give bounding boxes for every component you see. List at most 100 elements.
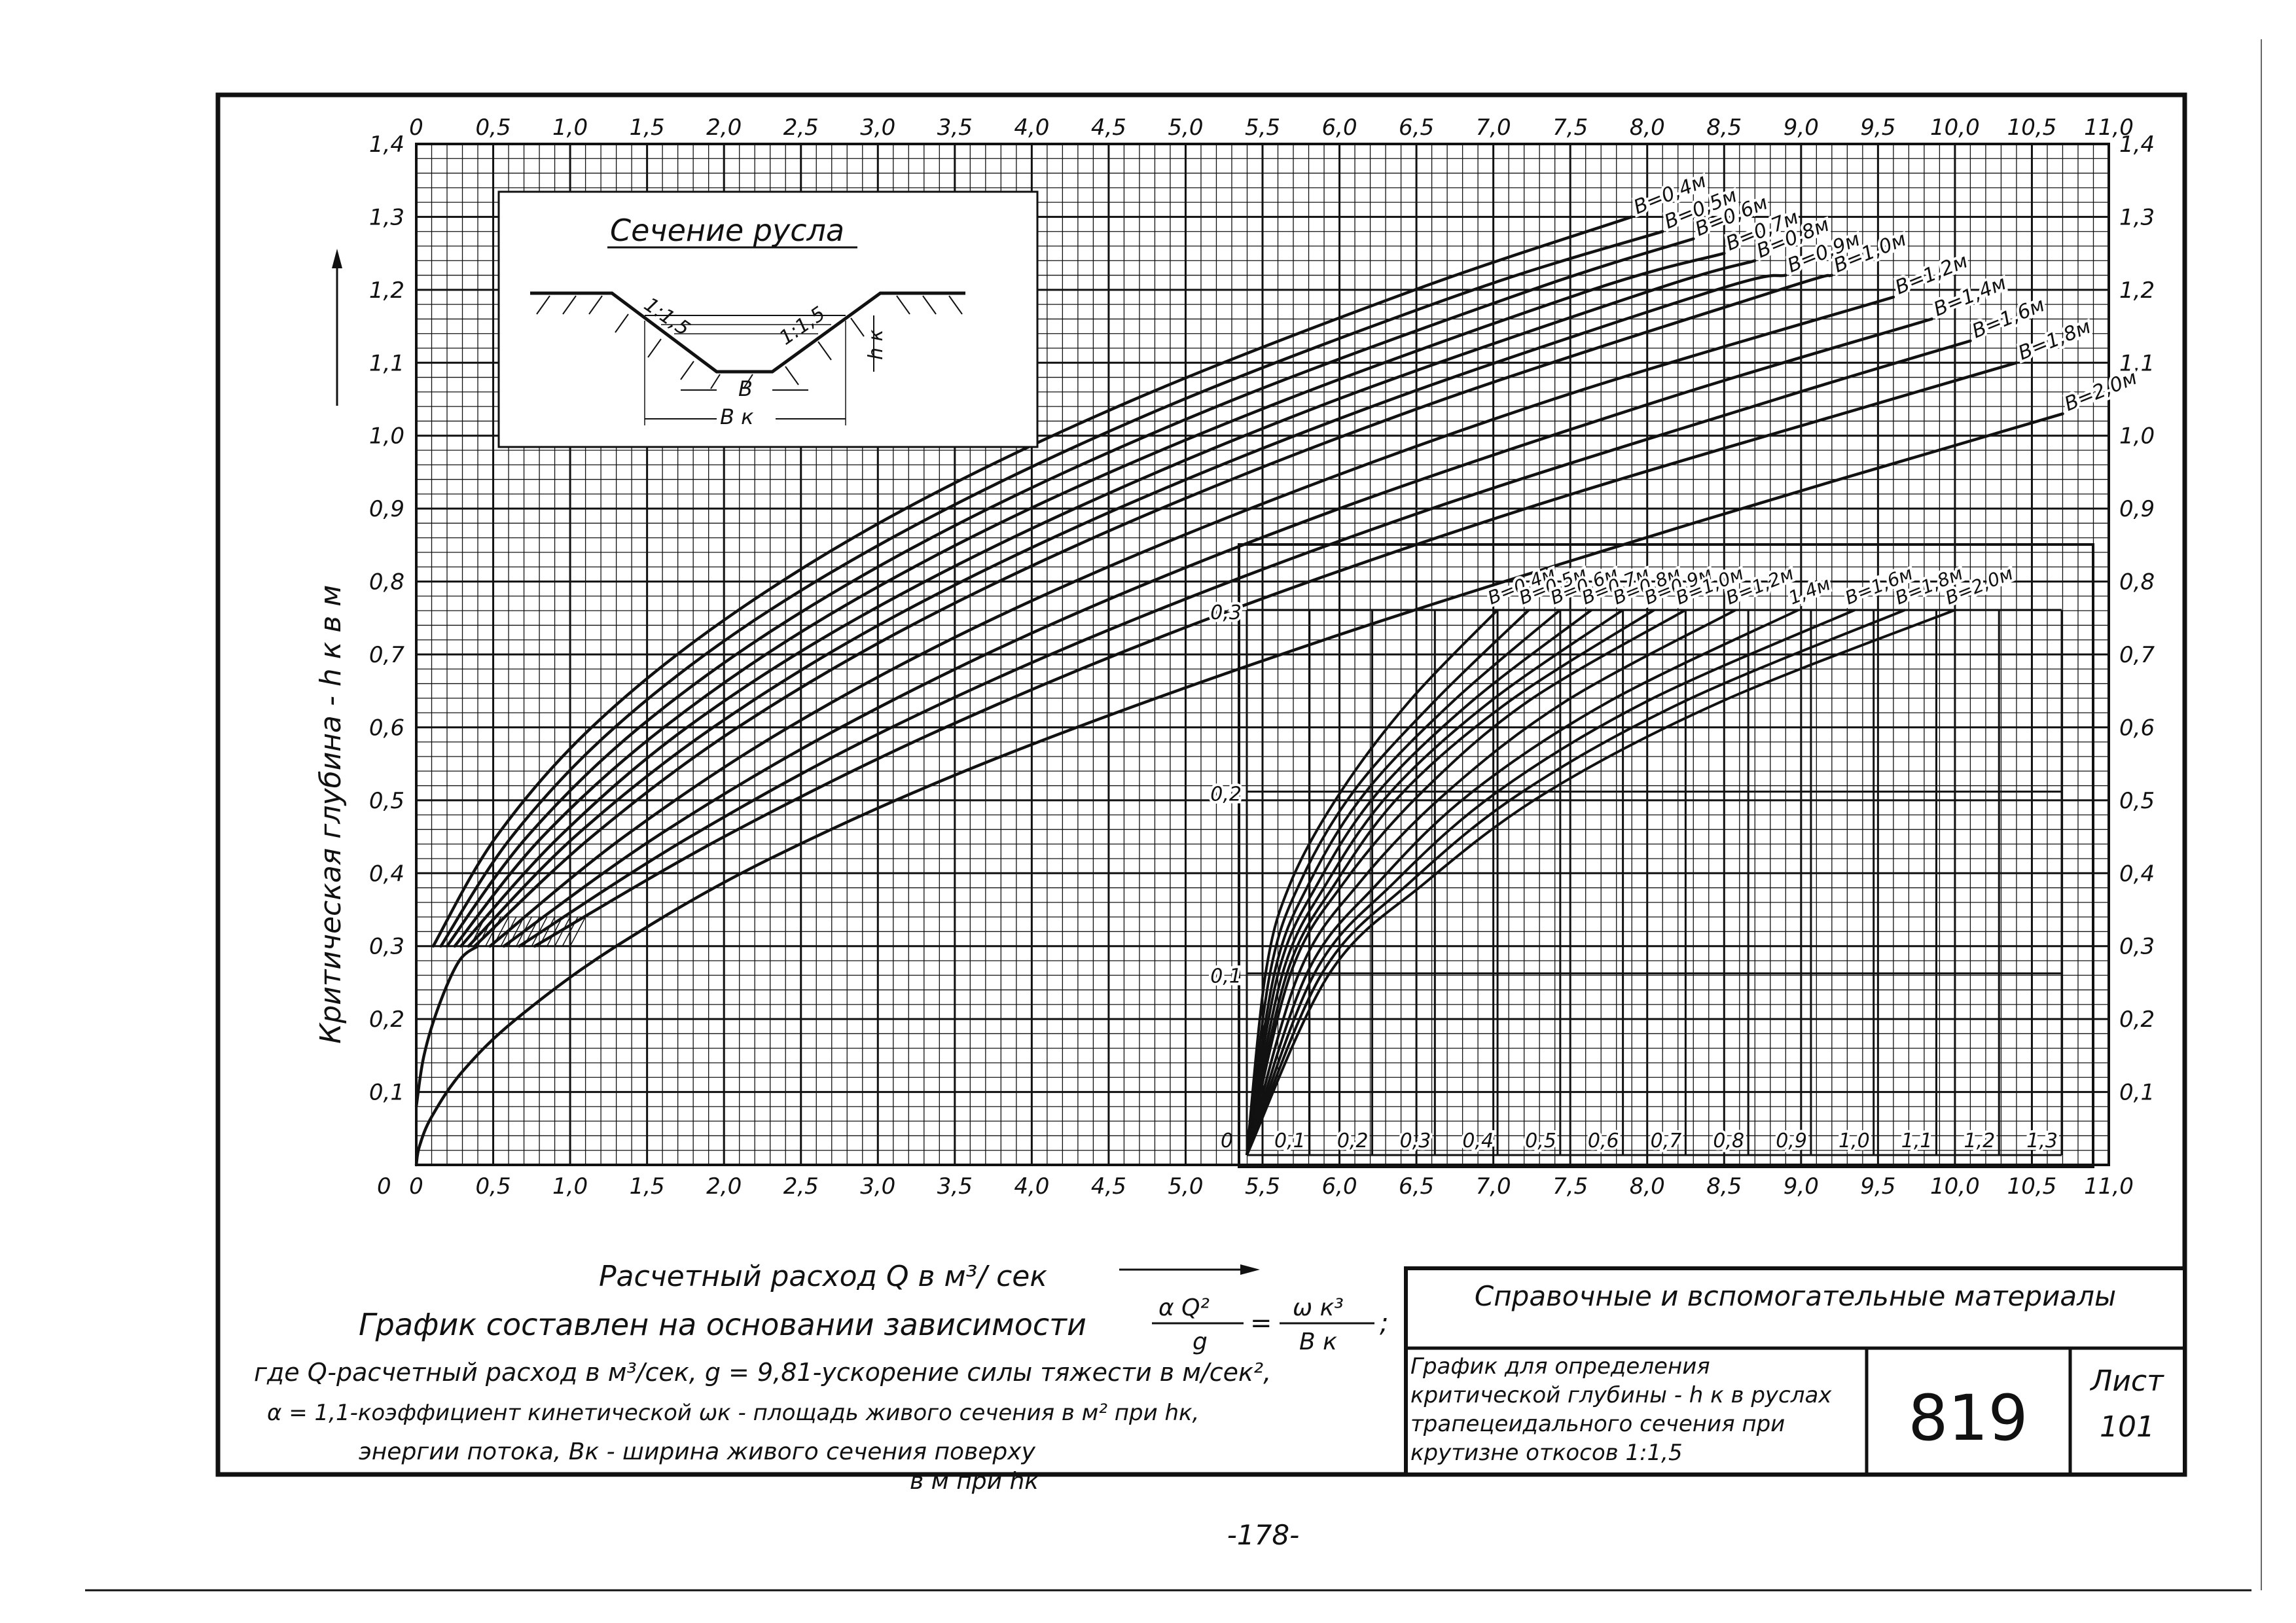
- main-curve-11: [414, 412, 2064, 1167]
- inner-chart-curves: [1246, 609, 1956, 1156]
- inner-x-tick: 0,7: [1651, 1130, 1682, 1152]
- inner-x-tick-zero: 0: [1221, 1130, 1233, 1152]
- x-tick-bottom: 1,0: [552, 1173, 588, 1200]
- inner-x-tick: 0,5: [1525, 1130, 1556, 1152]
- x-tick-top: 8,0: [1630, 115, 1665, 141]
- x-tick-bottom: 9,0: [1784, 1173, 1819, 1200]
- y-tick-left: 0,4: [369, 861, 404, 887]
- y-tick-left: 0,8: [369, 569, 404, 596]
- title-block-description: График для определения критической глуби…: [1410, 1353, 1832, 1466]
- y-axis-arrowhead: [332, 249, 342, 268]
- note-line-1: График составлен на основании зависимост…: [359, 1307, 1086, 1342]
- y-tick-left: 1,4: [369, 132, 404, 158]
- hatch-line: [516, 916, 532, 947]
- note-line-3: α = 1,1-коэффициент кинетической ωк - пл…: [267, 1400, 1199, 1426]
- y-tick-left: 1,1: [369, 350, 404, 376]
- bk-label: В к: [720, 404, 754, 429]
- main-curve-3: [453, 251, 1726, 948]
- main-curve-4: [459, 259, 1757, 948]
- note-line-4: энергии потока, Вк - ширина живого сечен…: [359, 1438, 1036, 1465]
- channel-profile: [530, 291, 965, 374]
- main-curve-8: [502, 317, 1933, 948]
- hatch-line: [492, 916, 509, 947]
- x-tick-bottom: 3,0: [860, 1173, 895, 1200]
- x-tick-top: 9,0: [1784, 115, 1819, 141]
- inner-curve-4: [1246, 609, 1624, 1156]
- inner-x-tick: 0,4: [1462, 1130, 1494, 1152]
- hatch-line: [469, 916, 486, 947]
- y-tick-right: 1,0: [2119, 423, 2155, 450]
- formula-fraction-2-numerator: ω к³: [1293, 1294, 1344, 1321]
- x-tick-top: 7,0: [1476, 115, 1511, 141]
- x-tick-top: 0: [409, 115, 423, 141]
- x-tick-bottom: 8,5: [1706, 1173, 1742, 1200]
- main-chart-curves: [414, 215, 2064, 1167]
- sheet-label: Лист: [2089, 1364, 2164, 1398]
- y-tick-left: 0,5: [369, 788, 404, 814]
- x-tick-top: 4,0: [1014, 115, 1049, 141]
- y-tick-left: 0,9: [369, 496, 404, 522]
- main-curve-0: [431, 215, 1634, 948]
- x-tick-top: 4,5: [1091, 115, 1126, 141]
- x-tick-bottom: 9,5: [1860, 1173, 1895, 1200]
- inner-curve-10: [1246, 609, 1906, 1156]
- x-tick-top: 0,5: [476, 115, 511, 141]
- x-tick-top: 9,5: [1860, 115, 1895, 141]
- channel-section-inset: Сечение русла 1:1,5 1:1,5 В В к h к: [497, 190, 1039, 448]
- inner-curve-0: [1246, 609, 1499, 1156]
- inner-curve-9: [1246, 609, 1856, 1156]
- x-tick-bottom: 2,0: [706, 1173, 742, 1200]
- hatch-line: [539, 916, 556, 947]
- hatch-line: [485, 916, 501, 947]
- inner-x-tick: 1,2: [1964, 1130, 1996, 1152]
- inner-x-tick: 0,9: [1776, 1130, 1807, 1152]
- y-tick-left: 0,2: [369, 1007, 404, 1033]
- hatch-line: [562, 916, 579, 947]
- x-tick-top: 1,0: [552, 115, 588, 141]
- main-curve-low-branch: [414, 944, 479, 1107]
- formula-fraction-1-numerator: α Q²: [1158, 1294, 1210, 1321]
- x-tick-bottom: 7,5: [1552, 1173, 1588, 1200]
- inner-x-tick: 0,6: [1588, 1130, 1619, 1152]
- x-tick-top: 7,5: [1552, 115, 1588, 141]
- x-tick-top: 11,0: [2084, 115, 2134, 141]
- y-tick-right: 0,9: [2119, 496, 2155, 522]
- y-tick-left: 0,7: [369, 642, 404, 668]
- main-chart-tick-labels: 000,50,51,01,01,51,52,02,02,52,53,03,03,…: [369, 115, 2155, 1200]
- formula-suffix: ;: [1380, 1308, 1388, 1338]
- hatch-region: [469, 916, 586, 947]
- main-curve-6: [473, 274, 1834, 948]
- x-tick-bottom: 5,5: [1245, 1173, 1280, 1200]
- y-tick-right: 0,8: [2119, 569, 2155, 596]
- drawing-number: 819: [1908, 1382, 2028, 1455]
- inner-curve-6: [1246, 609, 1687, 1156]
- y-tick-right: 0,6: [2119, 715, 2155, 741]
- hk-label: h к: [865, 329, 888, 360]
- inset-title: Сечение русла: [610, 213, 844, 248]
- inner-chart-frame: [1238, 543, 2094, 1168]
- x-tick-bottom: 4,5: [1091, 1173, 1126, 1200]
- y-axis-title: Критическая глубина - h к в м: [314, 585, 348, 1044]
- formula-equals: =: [1250, 1308, 1272, 1338]
- title-block-header: Справочные и вспомогательные материалы: [1475, 1280, 2116, 1312]
- x-tick-top: 10,5: [2007, 115, 2057, 141]
- title-block-frame: [1404, 1266, 2187, 1476]
- x-tick-bottom: 8,0: [1630, 1173, 1665, 1200]
- inner-curve-3: [1246, 609, 1592, 1156]
- main-curve-10: [533, 361, 2018, 948]
- y-tick-right: 0,7: [2119, 642, 2155, 668]
- x-tick-top: 3,5: [937, 115, 973, 141]
- inner-curve-1: [1246, 609, 1530, 1156]
- x-tick-bottom: 1,5: [630, 1173, 665, 1200]
- x-tick-bottom: 6,0: [1322, 1173, 1357, 1200]
- x-tick-top: 2,0: [706, 115, 742, 141]
- hatch-line: [531, 916, 548, 947]
- y-tick-left: 0,6: [369, 715, 404, 741]
- note-line-2: где Q-расчетный расход в м³/сек, g = 9,8…: [254, 1358, 1271, 1387]
- inner-x-tick: 0,3: [1400, 1130, 1431, 1152]
- x-tick-top: 8,5: [1706, 115, 1742, 141]
- inner-curve-2: [1246, 609, 1562, 1156]
- x-tick-top: 5,0: [1168, 115, 1203, 141]
- inner-chart-grid: [1238, 543, 2094, 1168]
